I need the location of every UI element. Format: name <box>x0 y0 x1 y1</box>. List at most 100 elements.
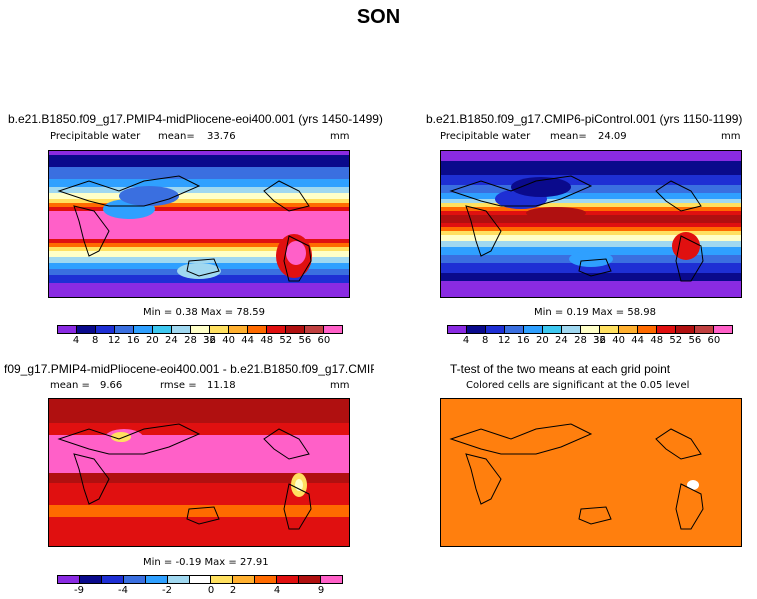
colorbar-swatch <box>321 576 342 583</box>
colorbar-swatch <box>211 576 234 583</box>
colorbar-tick-label: 28 <box>184 335 197 346</box>
panel2-units: mm <box>721 131 741 142</box>
colorbar-swatch <box>153 326 172 333</box>
colorbar-swatch <box>505 326 524 333</box>
panel3-minmax: Min = -0.19 Max = 27.91 <box>143 557 269 568</box>
panel1-map <box>48 150 350 298</box>
colorbar-tick-label: 44 <box>241 335 255 346</box>
p2-band-n-orange <box>441 207 741 213</box>
colorbar-swatch <box>115 326 134 333</box>
p1-band-tropics-pink <box>49 211 349 241</box>
panel3-rmse-value: 11.18 <box>207 380 236 391</box>
colorbar-tick-label: -4 <box>118 585 128 596</box>
colorbar-tick-label: 36 <box>593 335 606 346</box>
colorbar-swatch <box>248 326 267 333</box>
panel4-field-svg <box>441 399 741 546</box>
colorbar-swatch <box>229 326 248 333</box>
colorbar-diff <box>57 575 343 584</box>
panel1-mean-value: 33.76 <box>207 131 236 142</box>
p2-band-s-purple <box>441 281 741 297</box>
p1-asia-dry <box>119 186 179 206</box>
p3-band-n-red <box>49 423 349 437</box>
colorbar-swatch <box>58 576 80 583</box>
colorbar-tick-label: 24 <box>555 335 568 346</box>
p2-band-n-midblue <box>441 185 741 195</box>
colorbar-swatch <box>524 326 543 333</box>
panel2-title: b.e21.B1850.f09_g17.CMIP6-piControl.001 … <box>426 112 743 126</box>
p2-australia <box>569 251 613 267</box>
colorbar-tick-label: 28 <box>574 335 587 346</box>
panel3-mean-label: mean = <box>50 380 90 391</box>
p1-band-n-cream <box>49 193 349 201</box>
colorbar-swatch <box>305 326 324 333</box>
colorbar-tick-label: 4 <box>462 335 470 346</box>
colorbar-swatch <box>467 326 486 333</box>
p2-band-n-yellow <box>441 203 741 209</box>
colorbar-swatch <box>255 576 278 583</box>
colorbar-tick-label: 48 <box>260 335 274 346</box>
colorbar-swatch <box>277 576 300 583</box>
p4-coastlines <box>449 423 704 530</box>
colorbar-swatch <box>79 576 102 583</box>
colorbar-swatch <box>299 576 322 583</box>
p2-band-n-paleblue <box>441 199 741 205</box>
colorbar-swatch <box>286 326 305 333</box>
panel4-map <box>440 398 742 547</box>
colorbar-swatch <box>676 326 695 333</box>
colorbar-swatch <box>123 576 146 583</box>
colorbar-swatch <box>581 326 600 333</box>
p1-band-s-cream <box>49 251 349 259</box>
panel4-title: T-test of the two means at each grid poi… <box>450 362 671 376</box>
colorbar-tick-label: 56 <box>688 335 702 346</box>
colorbar-tick-label: 0 <box>207 585 215 596</box>
p1-australia <box>177 263 221 279</box>
colorbar-tick-label: 40 <box>612 335 625 346</box>
p2-band-itcz-darkred <box>441 215 741 223</box>
colorbar-tick-label: 8 <box>91 335 99 346</box>
colorbar-swatch <box>145 576 168 583</box>
colorbar-tick-label: 20 <box>535 335 549 346</box>
colorbar-tick-label: 20 <box>145 335 159 346</box>
colorbar-tick-label: 60 <box>707 335 721 346</box>
p1-band-n-navy <box>49 155 349 169</box>
panel3-units: mm <box>330 380 350 391</box>
colorbar-diff-ticks: -9 -4 -2 0 2 4 9 <box>57 585 343 597</box>
colorbar-swatch <box>600 326 619 333</box>
colorbar-swatch <box>657 326 676 333</box>
p2-band-s-paleblue <box>441 241 741 249</box>
colorbar-swatch <box>77 326 96 333</box>
p2-band-s-orange <box>441 227 741 233</box>
colorbar-tick-label: 32 <box>203 335 216 346</box>
colorbar-tick-label: 48 <box>650 335 664 346</box>
colorbar-swatch <box>167 576 190 583</box>
p1-band-s-red <box>49 239 349 245</box>
panel2-mean-value: 24.09 <box>598 131 627 142</box>
p2-coastlines <box>449 175 704 282</box>
panel4-subtitle: Colored cells are significant at the 0.0… <box>466 380 690 391</box>
p2-amazon-red <box>672 232 700 260</box>
p2-band-s-navy <box>441 273 741 283</box>
colorbar-tick-label: 16 <box>126 335 140 346</box>
panel1-field-svg <box>49 151 349 297</box>
colorbar-tick-label: 24 <box>165 335 178 346</box>
p2-band-s-cream <box>441 235 741 243</box>
panel1-variable: Precipitable water <box>50 131 141 142</box>
colorbar-swatch <box>714 326 732 333</box>
p2-band-s-blue <box>441 263 741 275</box>
colorbar-swatch <box>134 326 153 333</box>
colorbar-tick-label: 52 <box>669 335 683 346</box>
colorbar-abs-1 <box>57 325 343 334</box>
colorbar-tick-label: 4 <box>273 585 281 596</box>
colorbar-tick-label: -2 <box>162 585 172 596</box>
panel2-minmax: Min = 0.19 Max = 58.98 <box>534 307 656 318</box>
colorbar-tick-label: 32 <box>593 335 606 346</box>
colorbar-tick-label: 40 <box>222 335 235 346</box>
panel2-variable: Precipitable water <box>440 131 531 142</box>
colorbar-tick-label: 12 <box>107 335 121 346</box>
colorbar-swatch <box>543 326 562 333</box>
colorbar-swatch <box>191 326 210 333</box>
colorbar-abs-2 <box>447 325 733 334</box>
panel3-field-svg <box>49 399 349 546</box>
colorbar-tick-label: 2 <box>229 585 237 596</box>
p1-band-n-red <box>49 207 349 213</box>
